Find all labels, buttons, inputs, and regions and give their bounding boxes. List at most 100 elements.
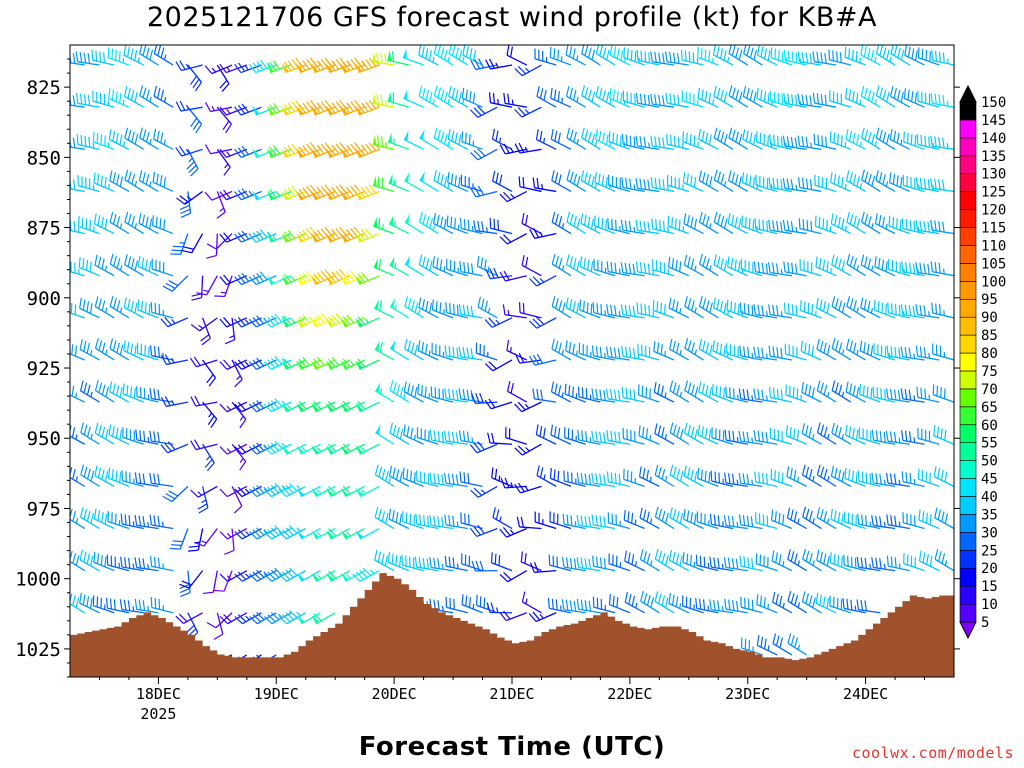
- y-tick-label: 975: [27, 498, 61, 520]
- barb-feather: [346, 60, 354, 70]
- barb-feather: [90, 555, 94, 566]
- barb-feather: [459, 471, 462, 482]
- wind-barb: [787, 633, 808, 656]
- barb-feather: [860, 45, 864, 55]
- barb-feather: [357, 231, 366, 241]
- barb-feather: [672, 382, 677, 393]
- barb-feather: [115, 91, 118, 102]
- barb-feather: [848, 469, 851, 480]
- barb-feather: [194, 81, 202, 92]
- wind-barb: [698, 211, 719, 235]
- barb-half-feather: [296, 484, 301, 490]
- barb-feather: [767, 92, 770, 104]
- wind-barb: [608, 131, 631, 150]
- barb-half-feather: [664, 476, 668, 482]
- barb-feather: [313, 613, 322, 622]
- x-tick-label: 20DEC: [372, 685, 417, 703]
- barb-feather: [760, 636, 764, 648]
- barb-feather: [697, 87, 701, 99]
- barb-feather: [875, 85, 880, 96]
- barb-feather: [761, 431, 764, 442]
- barb-feather: [142, 172, 146, 183]
- barb-half-feather: [507, 310, 510, 316]
- barb-feather: [234, 403, 243, 413]
- barb-feather: [134, 260, 139, 271]
- wind-barb: [566, 211, 587, 235]
- barb-feather: [298, 189, 307, 198]
- barb-feather: [241, 103, 249, 113]
- barb-feather: [518, 352, 525, 363]
- barb-half-feather: [447, 98, 450, 105]
- wind-barb: [698, 338, 719, 361]
- barb-feather: [761, 347, 764, 359]
- barb-feather: [357, 273, 366, 283]
- barb-feather: [135, 429, 138, 440]
- barb-feather: [909, 219, 912, 231]
- barb-feather: [797, 135, 801, 147]
- barb-feather: [374, 549, 378, 561]
- barb-feather: [823, 342, 827, 354]
- barb-feather: [461, 131, 464, 142]
- wind-barb: [550, 87, 572, 108]
- barb-feather: [650, 93, 653, 105]
- barb-feather: [70, 508, 73, 520]
- barb-feather: [488, 361, 497, 370]
- barb-feather: [93, 172, 96, 183]
- barb-feather: [705, 300, 710, 311]
- barb-feather: [856, 387, 860, 398]
- barb-feather: [112, 426, 115, 437]
- barb-feather: [86, 468, 91, 480]
- barb-feather: [862, 385, 865, 396]
- barb-feather: [439, 302, 442, 313]
- barb-feather: [514, 403, 523, 413]
- wind-barb: [772, 591, 793, 614]
- barb-feather: [768, 177, 771, 188]
- barb-feather: [134, 598, 138, 610]
- barb-pennant: [296, 487, 305, 497]
- barb-feather: [845, 338, 850, 350]
- barb-staff: [70, 229, 85, 235]
- barb-feather: [256, 442, 265, 451]
- barb-feather: [606, 304, 609, 315]
- barb-feather: [937, 468, 941, 479]
- barb-feather: [119, 387, 123, 398]
- barb-feather: [779, 221, 783, 233]
- barb-feather: [543, 90, 547, 101]
- barb-feather: [153, 556, 157, 568]
- barb-feather: [941, 511, 945, 522]
- barb-feather: [56, 51, 57, 61]
- wind-barb: [70, 401, 71, 403]
- barb-feather: [180, 208, 191, 215]
- barb-feather: [723, 302, 727, 314]
- barb-feather: [190, 489, 199, 498]
- barb-feather: [171, 544, 182, 546]
- barb-half-feather: [524, 109, 530, 114]
- barb-feather: [86, 384, 91, 396]
- barb-feather: [814, 215, 817, 227]
- barb-feather: [156, 87, 161, 99]
- barb-feather: [872, 386, 875, 398]
- barb-feather: [819, 258, 822, 269]
- barb-feather: [904, 430, 908, 442]
- barb-half-feather: [797, 476, 800, 483]
- colorbar-segment: [959, 209, 977, 228]
- barb-feather: [219, 403, 228, 413]
- barb-feather: [127, 46, 131, 58]
- barb-feather: [437, 87, 442, 98]
- barb-feather: [346, 229, 355, 239]
- barb-feather: [756, 635, 760, 646]
- barb-feather: [580, 473, 584, 484]
- barb-feather: [479, 392, 484, 404]
- wind-barb: [886, 345, 910, 361]
- barb-feather: [834, 467, 838, 479]
- wind-barb: [666, 174, 689, 193]
- barb-half-feather: [485, 227, 488, 233]
- wind-barb: [70, 190, 71, 192]
- barb-feather: [882, 174, 886, 185]
- barb-feather: [463, 218, 466, 230]
- wind-barb: [551, 211, 572, 235]
- barb-feather: [398, 556, 402, 567]
- x-tick-label: 23DEC: [725, 685, 770, 703]
- wind-barb: [724, 598, 748, 614]
- wind-barb: [753, 388, 778, 403]
